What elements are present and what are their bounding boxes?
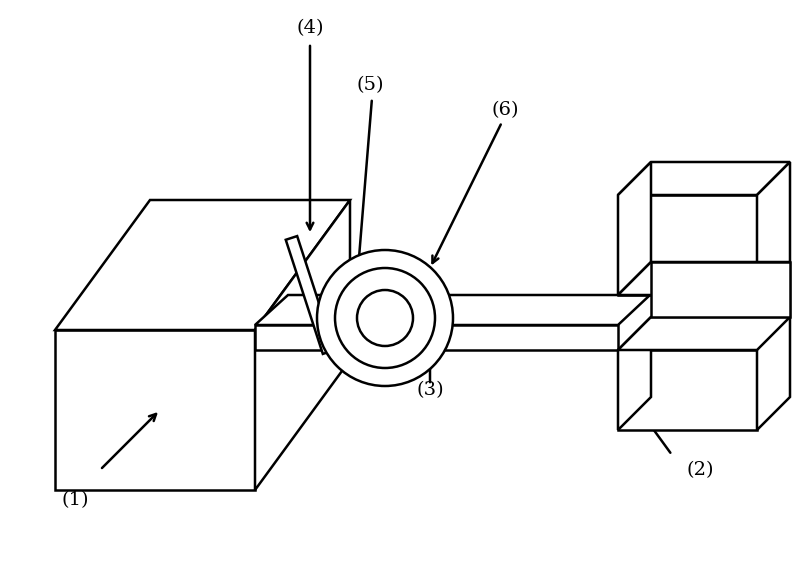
Polygon shape: [255, 325, 618, 350]
Text: (6): (6): [491, 101, 518, 119]
Polygon shape: [255, 295, 650, 325]
Polygon shape: [286, 236, 334, 354]
Polygon shape: [651, 262, 790, 317]
Circle shape: [335, 268, 435, 368]
Polygon shape: [757, 162, 790, 430]
Polygon shape: [618, 262, 790, 295]
Polygon shape: [255, 200, 350, 490]
Text: (1): (1): [62, 491, 89, 509]
Polygon shape: [618, 350, 757, 430]
Circle shape: [357, 290, 413, 346]
Text: (4): (4): [296, 19, 324, 37]
Polygon shape: [618, 162, 651, 295]
Text: (5): (5): [356, 76, 384, 94]
Polygon shape: [618, 317, 790, 350]
Polygon shape: [618, 317, 651, 430]
Circle shape: [317, 250, 453, 386]
Text: (2): (2): [686, 461, 714, 479]
Polygon shape: [55, 200, 350, 330]
Polygon shape: [618, 195, 757, 295]
Polygon shape: [55, 330, 255, 490]
Text: (3): (3): [416, 381, 444, 399]
Polygon shape: [618, 162, 790, 195]
